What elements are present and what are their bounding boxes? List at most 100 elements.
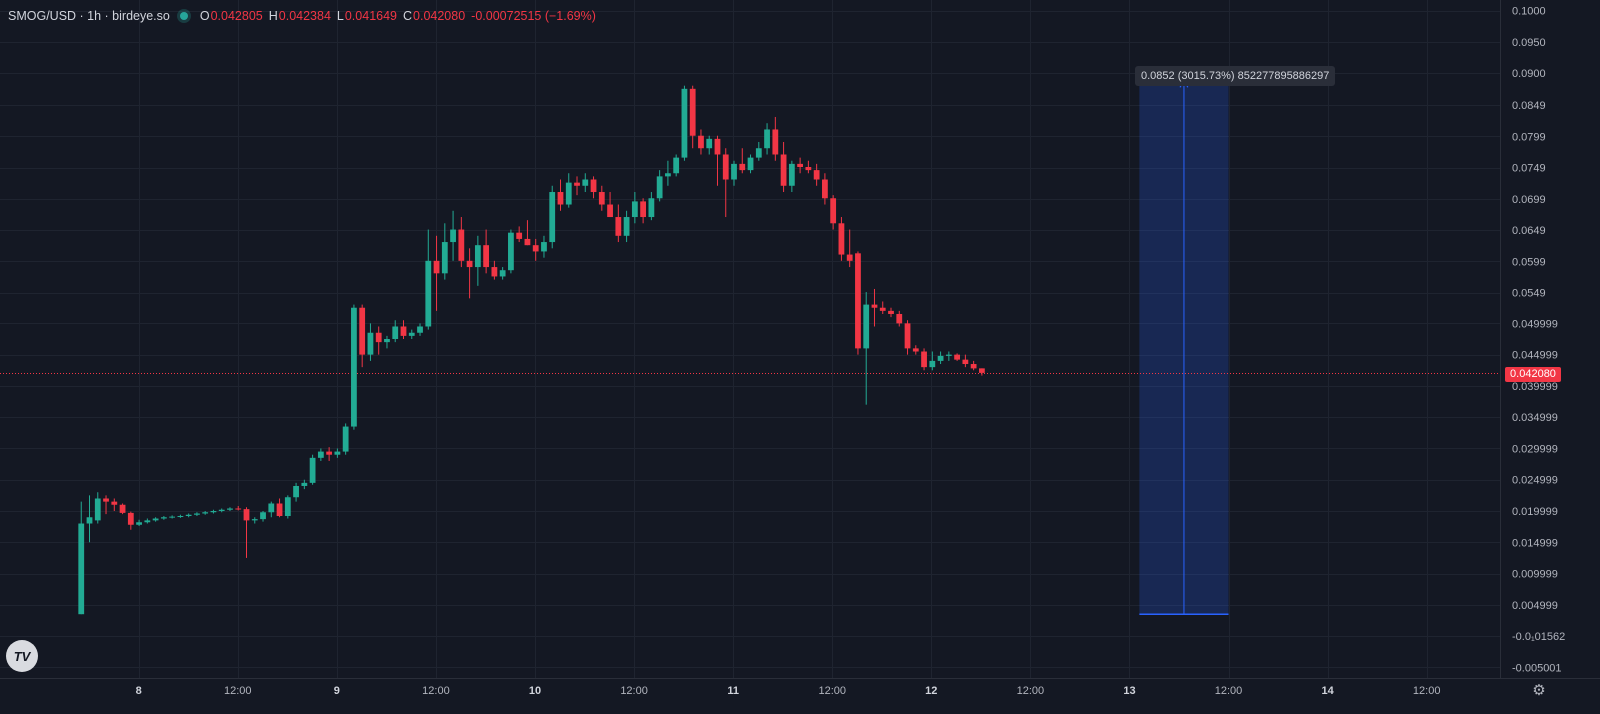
candle-body [417,326,423,333]
candle-body [623,217,630,236]
price-tick-label: 0.044999 [1512,350,1558,362]
candle-body [284,497,291,517]
candle-body [524,238,531,246]
candle-body [466,260,473,268]
candle-body [78,523,85,615]
candle-body [722,154,729,180]
candle-body [962,359,969,365]
candle-body [103,498,109,502]
time-tick-label: 9 [334,685,340,697]
candle-body [780,154,787,186]
price-tick-label: 0.029999 [1512,443,1558,455]
price-tick-label: 0.0749 [1512,163,1546,175]
price-tick-label: 0.039999 [1512,381,1558,393]
change-value: -0.00072515 (−1.69%) [471,9,596,23]
candle-body [243,509,250,521]
candle-body [516,232,523,239]
candle-body [813,170,820,180]
candle-body [731,163,737,180]
candle-body [86,517,93,524]
price-tick-label: 0.009999 [1512,569,1558,581]
close-value: 0.042080 [413,9,466,23]
candle-body [805,166,812,171]
candle-body [260,512,266,520]
candle-body [954,354,960,360]
time-axis[interactable]: 8 12:00 9 12:00 10 12:00 11 12:00 12 12:00 13 12:00… [136,685,1441,697]
price-axis[interactable]: 0.1000 0.0950 0.0900 0.0849 0.0799 0.0749 0.06… [1512,6,1565,675]
candle-body [276,503,283,517]
candle-body [532,245,539,252]
open-key: O [199,9,210,23]
candle-body [921,351,927,368]
price-tick-label: 0.0599 [1512,256,1546,268]
measure-tooltip: 0.0852 (3015.73%) 852277895886297 [1135,66,1336,86]
candle-body [665,173,671,177]
candle-body [739,163,746,171]
open-value: 0.042805 [210,9,263,23]
candle-body [714,138,721,155]
candle-body [441,242,448,274]
candle-body [194,513,200,515]
time-tick-label: 12:00 [422,685,450,697]
price-tick-label: -0.0₁01562 [1512,631,1565,643]
high-key: H [268,9,278,23]
low-value: 0.041649 [344,9,397,23]
candle-body [598,192,605,205]
ohlc-legend: SMOG/USD · 1h · birdeye.so O 0.042805 H … [8,7,602,25]
symbol-title[interactable]: SMOG/USD · 1h · birdeye.so [8,9,170,23]
candle-body [251,519,258,521]
candle-body [656,176,663,199]
candle-body [764,129,770,149]
candle-body [979,368,985,373]
time-tick-label: 12:00 [620,685,648,697]
low-key: L [336,9,344,23]
measure-tool[interactable] [1139,80,1229,615]
last-price-label: 0.042080 [1505,367,1561,382]
candle-body [838,223,845,255]
candle-body [590,179,597,193]
price-tick-label: 0.1000 [1512,6,1546,18]
candle-body [698,135,704,149]
candle-body [359,307,366,355]
candle-body [863,304,870,349]
time-tick-label: 12:00 [224,685,252,697]
candle-body [342,426,349,452]
candle-body [293,485,299,498]
candle-body [937,355,944,361]
candles [78,85,985,615]
candle-body [218,509,225,512]
candle-body [136,522,142,525]
time-tick-label: 13 [1123,685,1135,697]
candle-body [788,163,795,186]
candle-body [565,182,572,205]
price-tick-label: 0.019999 [1512,506,1558,518]
candle-body [408,332,415,336]
candle-body [160,517,167,519]
candle-body [384,339,390,343]
time-tick-label: 12:00 [1215,685,1243,697]
candle-body [855,253,861,349]
candle-body [433,260,440,274]
candle-body [508,232,514,271]
candle-body [317,451,324,458]
time-tick-label: 12:00 [1413,685,1441,697]
candle-body [450,229,456,243]
price-tick-label: 0.024999 [1512,475,1558,487]
candle-body [483,245,490,268]
candle-body [830,198,837,224]
candle-body [879,307,886,311]
candle-body [119,504,126,513]
candle-body [797,163,804,167]
candle-body [375,332,382,343]
gear-icon[interactable]: ⚙ [1532,682,1546,699]
candle-body [582,179,589,186]
candle-body [706,138,713,149]
price-tick-label: 0.0549 [1512,288,1546,300]
time-tick-label: 12:00 [1017,685,1045,697]
price-tick-label: -0.005001 [1512,662,1562,674]
candle-body [309,457,316,483]
candle-body [227,508,233,510]
tradingview-logo-icon[interactable]: TV [6,640,38,672]
